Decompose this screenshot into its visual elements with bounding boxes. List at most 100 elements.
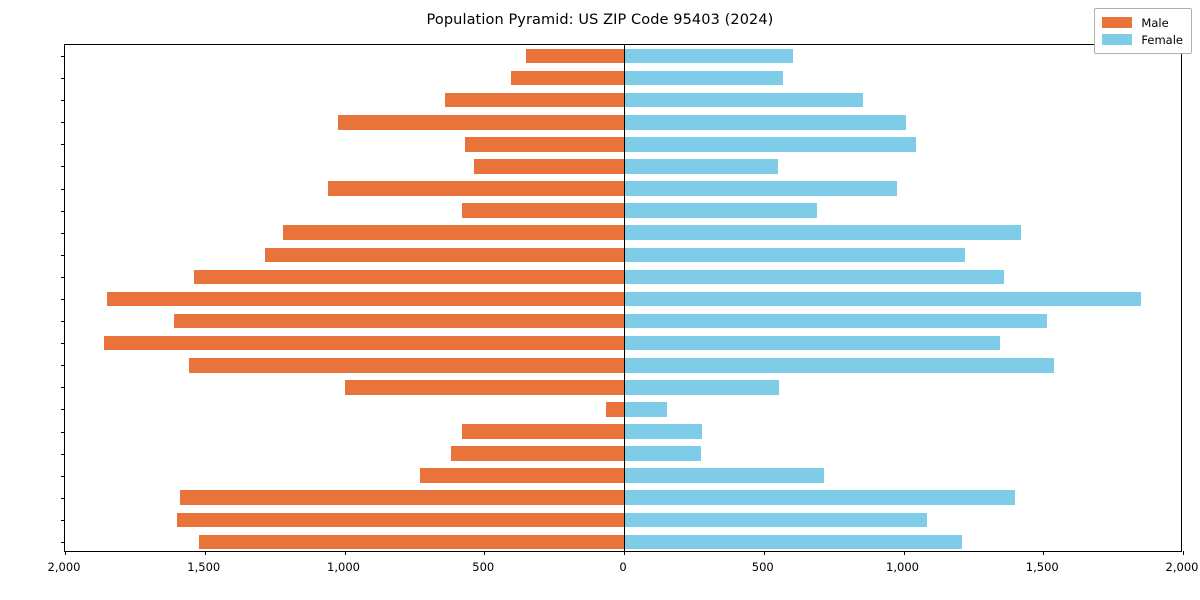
bar-female [624, 534, 963, 550]
bar-female [624, 225, 1021, 240]
y-tick-mark [61, 519, 65, 521]
bar-female [624, 159, 778, 174]
y-tick-mark [61, 299, 65, 300]
bar-row [65, 313, 1181, 329]
bar-male [461, 424, 624, 439]
bar-row [65, 203, 1181, 218]
y-tick-mark [61, 276, 65, 278]
y-tick-mark [61, 321, 65, 323]
chart-title: Population Pyramid: US ZIP Code 95403 (2… [426, 12, 774, 28]
x-tick-label: 1,000 [886, 560, 919, 574]
y-tick-mark [61, 497, 65, 499]
bar-row [65, 48, 1181, 64]
bar-female [624, 70, 784, 86]
x-tick-label: 2,000 [1165, 560, 1199, 574]
bar-female [624, 92, 863, 108]
bar-row [65, 380, 1181, 395]
bar-male [189, 357, 624, 373]
legend-swatch-male [1102, 17, 1133, 28]
bar-male [174, 313, 624, 329]
x-tick-label: 0 [619, 560, 627, 574]
bar-male [337, 115, 624, 130]
bar-female [624, 335, 1000, 351]
bar-male [283, 225, 624, 240]
y-tick-mark [61, 56, 65, 58]
y-tick-mark [61, 475, 65, 477]
bar-row [65, 115, 1181, 130]
legend-item-female: Female [1102, 31, 1183, 48]
x-tick-mark [484, 551, 486, 555]
bar-row [65, 335, 1181, 351]
bar-row [65, 137, 1181, 152]
y-tick-mark [61, 122, 65, 124]
bar-row [65, 70, 1181, 86]
zero-axis-line [624, 45, 626, 551]
bar-female [624, 380, 780, 395]
bars-layer [65, 45, 1181, 551]
bar-female [624, 247, 965, 263]
x-tick-label: 1,500 [1025, 560, 1059, 574]
bar-row [65, 424, 1181, 439]
bar-female [624, 48, 794, 64]
x-tick-label: 1,000 [327, 560, 360, 574]
y-tick-mark [61, 210, 65, 212]
y-tick-mark [61, 78, 65, 80]
bar-female [624, 468, 824, 483]
bar-female [624, 490, 1016, 506]
bar-female [624, 512, 928, 528]
bar-female [624, 291, 1142, 307]
bar-row [65, 534, 1181, 550]
y-tick-mark [61, 232, 65, 234]
bar-male [526, 48, 624, 64]
bar-male [264, 247, 624, 263]
bar-row [65, 512, 1181, 528]
bar-male [327, 181, 624, 196]
y-tick-mark [61, 144, 65, 146]
legend-label-female: Female [1141, 32, 1183, 47]
bar-male [199, 534, 624, 550]
bar-male [461, 203, 624, 218]
bar-male [176, 512, 624, 528]
bar-row [65, 490, 1181, 506]
x-tick-mark [763, 551, 765, 555]
bar-male [605, 402, 624, 417]
x-tick-mark [204, 551, 206, 555]
bar-female [624, 357, 1055, 373]
x-tick-mark [624, 551, 625, 555]
bar-male [450, 446, 624, 461]
bar-male [106, 291, 624, 307]
bar-male [445, 92, 624, 108]
y-tick-mark [61, 254, 65, 256]
x-tick-mark [344, 551, 346, 555]
y-tick-mark [61, 431, 65, 433]
y-tick-mark [61, 188, 65, 190]
bar-row [65, 92, 1181, 108]
bar-female [624, 424, 703, 439]
bar-male [344, 380, 624, 395]
y-tick-mark [61, 166, 65, 168]
bar-row [65, 291, 1181, 307]
bar-row [65, 181, 1181, 196]
legend-swatch-female [1102, 34, 1133, 45]
bar-row [65, 159, 1181, 174]
bar-male [104, 335, 624, 351]
bar-female [624, 181, 897, 196]
bar-female [624, 402, 668, 417]
bar-row [65, 269, 1181, 285]
bar-female [624, 269, 1005, 285]
bar-male [474, 159, 624, 174]
bar-row [65, 468, 1181, 483]
bar-row [65, 357, 1181, 373]
x-tick-label: 500 [751, 560, 774, 574]
bar-female [624, 446, 701, 461]
y-tick-mark [61, 541, 65, 543]
bar-female [624, 137, 917, 152]
bar-male [419, 468, 624, 483]
x-tick-mark [903, 551, 905, 555]
x-tick-label: 500 [472, 560, 495, 574]
x-tick-label: 1,500 [187, 560, 221, 574]
plot-area [61, 44, 1184, 555]
bar-row [65, 225, 1181, 240]
y-tick-mark [61, 100, 65, 102]
